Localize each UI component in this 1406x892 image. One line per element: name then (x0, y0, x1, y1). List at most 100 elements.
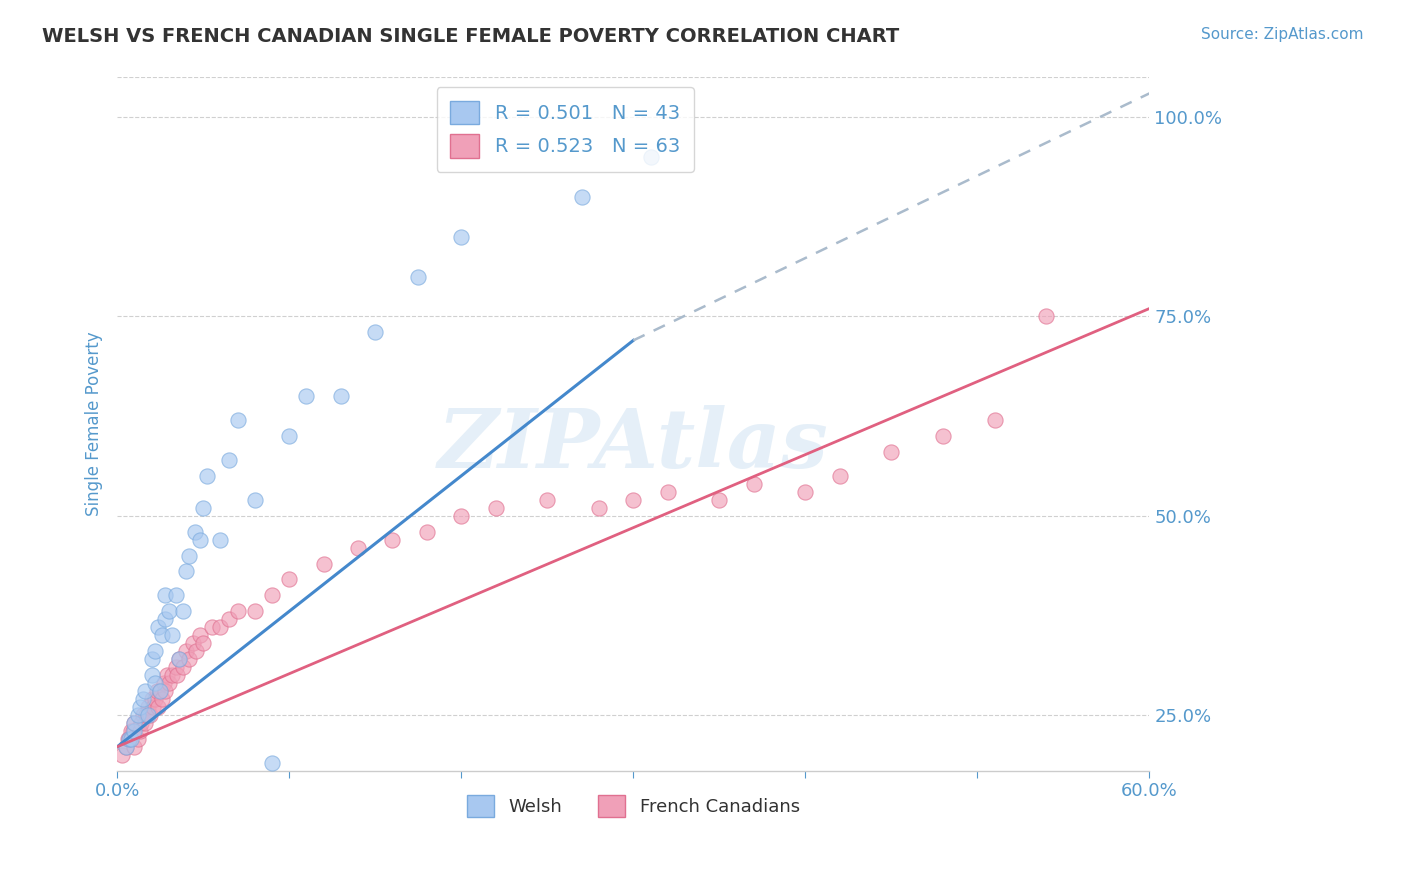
Point (278, 573, 301, 587)
Point (174, 644, 197, 658)
Point (127, 731, 149, 746)
Point (145, 684, 167, 698)
Point (165, 588, 187, 602)
Point (149, 684, 172, 698)
Point (193, 636, 215, 650)
Point (640, 150, 662, 164)
Point (571, 190, 593, 204)
Point (155, 684, 177, 698)
Point (117, 731, 139, 746)
Point (118, 731, 141, 746)
Point (278, 429, 301, 443)
Point (165, 660, 187, 674)
Point (143, 644, 166, 658)
Point (181, 636, 204, 650)
Point (295, 389, 318, 403)
Point (157, 676, 180, 690)
Point (162, 628, 184, 642)
Point (166, 668, 188, 682)
Point (128, 700, 150, 714)
Point (141, 652, 163, 666)
Text: ZIPAtlas: ZIPAtlas (437, 405, 828, 485)
Point (167, 652, 190, 666)
Point (450, 229, 472, 244)
Point (416, 524, 439, 539)
Point (485, 500, 508, 515)
Point (193, 500, 215, 515)
Legend: Welsh, French Canadians: Welsh, French Canadians (460, 788, 807, 824)
Point (364, 326, 387, 340)
Point (141, 668, 163, 682)
Point (329, 389, 352, 403)
Point (243, 604, 266, 618)
Point (157, 604, 180, 618)
Point (134, 684, 156, 698)
Point (167, 652, 190, 666)
Point (114, 739, 136, 754)
Point (347, 541, 370, 555)
Point (179, 549, 201, 563)
Point (111, 747, 134, 762)
Point (124, 739, 146, 754)
Point (128, 723, 150, 738)
Point (132, 692, 155, 706)
Point (124, 723, 146, 738)
Point (183, 524, 205, 539)
Y-axis label: Single Female Poverty: Single Female Poverty (86, 332, 103, 516)
Point (143, 676, 166, 690)
Point (127, 707, 149, 722)
Point (121, 723, 143, 738)
Point (172, 604, 194, 618)
Point (174, 565, 197, 579)
Point (118, 731, 141, 746)
Point (406, 269, 429, 284)
Point (132, 707, 155, 722)
Point (155, 588, 177, 602)
Point (1035, 310, 1057, 324)
Point (162, 668, 184, 682)
Point (742, 476, 765, 491)
Point (120, 723, 142, 738)
Point (134, 715, 156, 730)
Point (209, 533, 232, 547)
Point (120, 731, 142, 746)
Point (135, 707, 157, 722)
Point (152, 676, 174, 690)
Point (155, 612, 177, 626)
Point (880, 445, 903, 459)
Point (588, 500, 610, 515)
Point (148, 620, 170, 634)
Point (129, 715, 152, 730)
Point (312, 557, 335, 571)
Point (143, 692, 166, 706)
Point (226, 413, 249, 427)
Point (179, 652, 201, 666)
Point (142, 700, 165, 714)
Point (709, 492, 731, 507)
Point (150, 692, 173, 706)
Point (450, 508, 472, 523)
Point (621, 492, 644, 507)
Point (218, 612, 240, 626)
Text: WELSH VS FRENCH CANADIAN SINGLE FEMALE POVERTY CORRELATION CHART: WELSH VS FRENCH CANADIAN SINGLE FEMALE P… (42, 27, 900, 45)
Point (657, 484, 679, 499)
Point (209, 620, 232, 634)
Point (124, 715, 146, 730)
Point (218, 453, 240, 467)
Point (188, 533, 211, 547)
Point (983, 413, 1005, 427)
Point (136, 700, 159, 714)
Point (139, 707, 162, 722)
Text: Source: ZipAtlas.com: Source: ZipAtlas.com (1201, 27, 1364, 42)
Point (226, 604, 249, 618)
Point (136, 707, 159, 722)
Point (260, 588, 283, 602)
Point (114, 739, 136, 754)
Point (932, 429, 955, 443)
Point (188, 628, 211, 642)
Point (124, 715, 146, 730)
Point (150, 628, 173, 642)
Point (536, 492, 558, 507)
Point (172, 660, 194, 674)
Point (260, 756, 283, 770)
